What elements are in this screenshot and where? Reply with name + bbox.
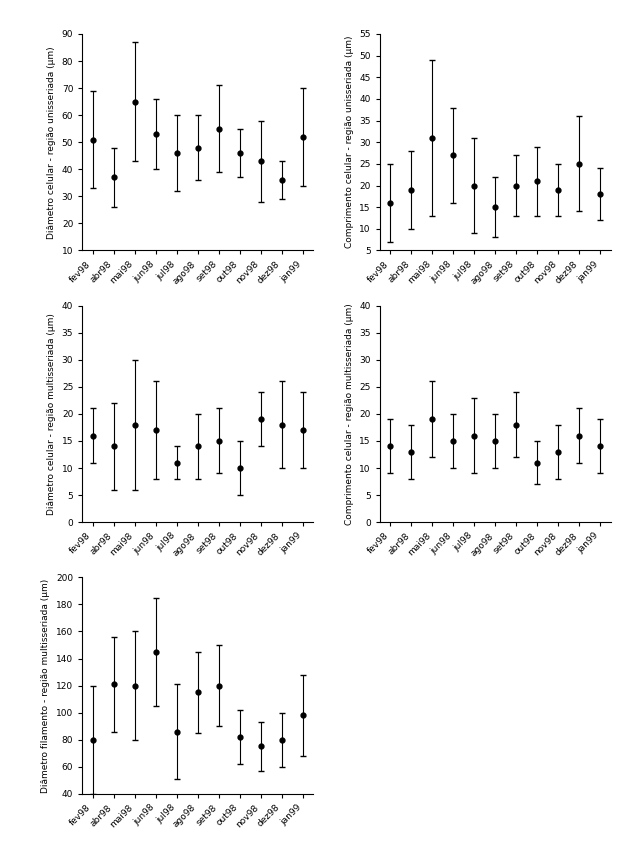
Y-axis label: Diâmetro filamento - região multisseriada (µm): Diâmetro filamento - região multisseriad… (41, 578, 51, 793)
Y-axis label: Comprimento celular - região multisseriada (µm): Comprimento celular - região multisseria… (345, 303, 354, 525)
Y-axis label: Diâmetro celular - região multisseriada (µm): Diâmetro celular - região multisseriada … (47, 313, 56, 514)
Y-axis label: Comprimento celular - região unisseriada (µm): Comprimento celular - região unisseriada… (345, 36, 354, 249)
Y-axis label: Diâmetro celular - região unisseriada (µm): Diâmetro celular - região unisseriada (µ… (47, 46, 56, 239)
